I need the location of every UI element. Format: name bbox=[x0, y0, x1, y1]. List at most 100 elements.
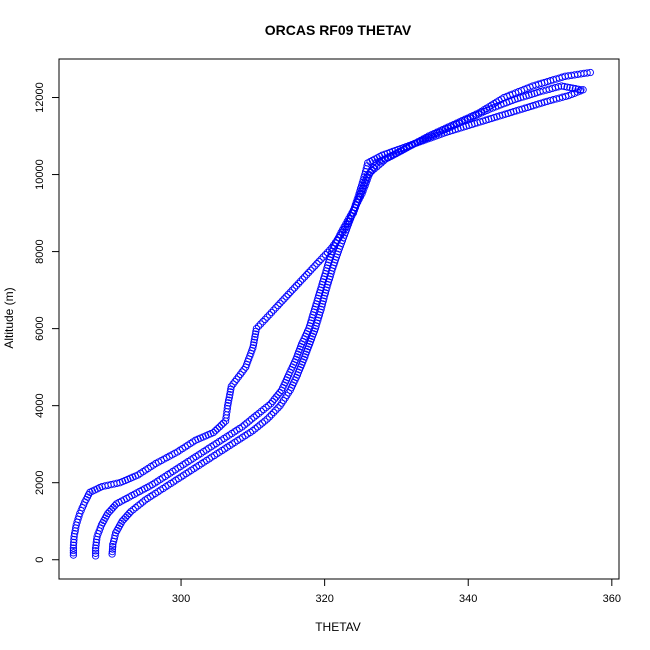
y-tick-label: 2000 bbox=[34, 470, 46, 494]
data-point bbox=[70, 535, 78, 544]
data-point bbox=[270, 395, 279, 403]
data-point bbox=[278, 297, 286, 305]
data-point bbox=[250, 338, 258, 347]
data-point bbox=[257, 407, 265, 416]
data-point bbox=[70, 538, 78, 547]
data-point bbox=[108, 547, 116, 556]
y-tick-label: 6000 bbox=[34, 316, 46, 340]
y-tick-label: 4000 bbox=[34, 393, 46, 417]
data-point bbox=[224, 399, 232, 407]
data-point bbox=[359, 176, 367, 184]
data-point bbox=[270, 306, 278, 314]
data-point bbox=[109, 543, 117, 551]
data-point bbox=[267, 308, 276, 317]
data-point bbox=[292, 282, 301, 290]
data-point bbox=[357, 181, 366, 190]
data-point bbox=[265, 311, 274, 319]
data-point bbox=[323, 283, 331, 292]
data-point bbox=[560, 82, 568, 91]
data-point bbox=[272, 304, 280, 312]
data-point bbox=[557, 82, 566, 90]
data-point bbox=[583, 69, 591, 77]
data-point bbox=[215, 423, 224, 431]
data-point bbox=[290, 284, 299, 292]
data-point bbox=[127, 507, 135, 516]
data-point bbox=[272, 406, 280, 414]
data-point bbox=[315, 257, 323, 266]
data-point bbox=[563, 83, 571, 91]
data-point bbox=[255, 409, 263, 418]
data-point bbox=[300, 273, 309, 281]
data-point bbox=[225, 393, 233, 402]
data-point bbox=[240, 421, 249, 429]
data-point bbox=[69, 549, 78, 557]
data-point bbox=[320, 294, 328, 303]
data-point bbox=[227, 382, 235, 391]
data-point bbox=[91, 552, 100, 560]
data-point bbox=[91, 547, 100, 555]
data-point bbox=[217, 421, 226, 429]
data-point bbox=[69, 544, 78, 552]
data-point bbox=[318, 302, 326, 311]
data-point bbox=[586, 68, 594, 77]
x-axis-label: THETAV bbox=[315, 620, 361, 634]
data-point bbox=[319, 253, 327, 261]
data-point bbox=[223, 405, 231, 413]
data-point bbox=[280, 295, 288, 303]
data-point bbox=[129, 506, 137, 514]
data-point bbox=[261, 417, 269, 425]
x-tick-label: 320 bbox=[315, 593, 333, 605]
data-point bbox=[251, 425, 259, 433]
data-point bbox=[268, 397, 277, 406]
data-point bbox=[250, 413, 258, 421]
data-point bbox=[274, 391, 282, 399]
data-point bbox=[109, 537, 118, 546]
data-point bbox=[247, 415, 256, 423]
data-point bbox=[263, 415, 271, 423]
data-point bbox=[579, 86, 587, 94]
data-point bbox=[288, 286, 296, 294]
data-point bbox=[522, 92, 530, 100]
data-point bbox=[249, 344, 257, 352]
data-point bbox=[250, 335, 259, 344]
data-point bbox=[264, 402, 273, 410]
data-point bbox=[125, 509, 133, 518]
data-point bbox=[123, 511, 131, 520]
data-point bbox=[554, 83, 563, 91]
data-point bbox=[253, 423, 262, 431]
data-point bbox=[233, 375, 241, 383]
data-point bbox=[263, 313, 271, 321]
data-point bbox=[566, 83, 574, 92]
x-tick-label: 360 bbox=[603, 593, 621, 605]
data-point bbox=[109, 504, 117, 512]
data-point bbox=[236, 370, 244, 379]
data-points bbox=[69, 68, 594, 560]
data-point bbox=[108, 545, 117, 553]
data-point bbox=[282, 293, 290, 301]
data-point bbox=[321, 289, 330, 297]
y-tick-label: 12000 bbox=[34, 82, 46, 113]
data-point bbox=[213, 425, 222, 433]
x-tick-label: 300 bbox=[172, 593, 190, 605]
data-point bbox=[111, 502, 119, 510]
data-point bbox=[294, 279, 303, 288]
data-point bbox=[245, 417, 253, 425]
data-point bbox=[249, 341, 258, 349]
data-point bbox=[238, 368, 246, 376]
data-point bbox=[267, 400, 275, 408]
data-point bbox=[298, 275, 307, 283]
data-point bbox=[229, 380, 237, 388]
data-point bbox=[303, 271, 311, 279]
data-point bbox=[296, 277, 305, 285]
data-point bbox=[284, 290, 292, 299]
data-point bbox=[111, 532, 119, 540]
data-point bbox=[272, 393, 280, 401]
y-axis: 0 2000 4000 6000 8000 10000 12000 bbox=[34, 82, 60, 563]
data-point bbox=[252, 411, 261, 419]
y-tick-label: 0 bbox=[34, 557, 46, 563]
data-point bbox=[209, 428, 218, 437]
data-point bbox=[224, 402, 232, 410]
data-point bbox=[252, 324, 261, 333]
data-point bbox=[92, 541, 100, 549]
